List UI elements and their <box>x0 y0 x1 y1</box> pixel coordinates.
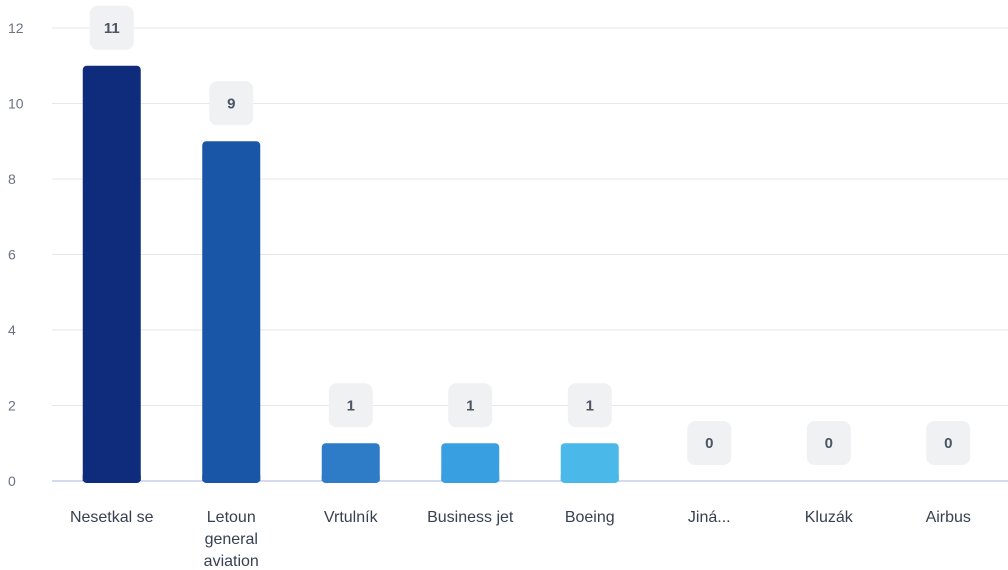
x-tick-label: Kluzák <box>805 509 854 526</box>
data-label: 1 <box>347 397 355 414</box>
data-label-badge <box>448 383 493 428</box>
x-tick-label: Nesetkal se <box>70 509 154 526</box>
bar-base <box>82 475 141 481</box>
x-tick-label: Boeing <box>565 509 615 526</box>
bar-base <box>202 475 261 481</box>
bar-base <box>441 475 500 481</box>
data-label-badge <box>328 383 373 428</box>
data-label-badge <box>567 383 612 428</box>
data-label: 1 <box>586 397 594 414</box>
data-label: 9 <box>227 95 235 112</box>
y-tick-label: 2 <box>8 398 16 414</box>
x-tick-label: Business jet <box>427 509 514 526</box>
bar <box>202 141 261 483</box>
data-label-badge <box>209 81 254 126</box>
x-tick-label: Jiná... <box>688 509 731 526</box>
bar <box>82 65 141 483</box>
data-label: 0 <box>944 435 952 452</box>
data-label: 0 <box>705 435 713 452</box>
x-tick-label: Vrtulník <box>324 509 379 526</box>
x-tick-label: Letoun general aviation <box>204 509 259 570</box>
y-tick-label: 6 <box>8 247 16 263</box>
data-label: 11 <box>104 20 120 37</box>
bar-base <box>560 475 619 481</box>
bar <box>441 443 500 483</box>
data-label: 1 <box>466 397 474 414</box>
bar-base <box>321 475 380 481</box>
data-label: 0 <box>825 435 833 452</box>
y-tick-label: 12 <box>8 20 24 36</box>
y-tick-label: 4 <box>8 322 16 338</box>
bar <box>321 443 380 483</box>
data-label-badge <box>687 421 732 465</box>
bar <box>560 443 619 483</box>
y-tick-label: 8 <box>8 171 16 187</box>
data-label-badge <box>806 421 851 465</box>
y-tick-label: 0 <box>8 473 16 489</box>
grid-layer <box>52 27 1008 482</box>
data-label-badge <box>926 421 971 465</box>
y-tick-label: 10 <box>8 96 24 112</box>
bar-layer <box>82 65 619 483</box>
x-tick-label: Airbus <box>926 509 971 526</box>
data-label-badge <box>89 5 134 50</box>
